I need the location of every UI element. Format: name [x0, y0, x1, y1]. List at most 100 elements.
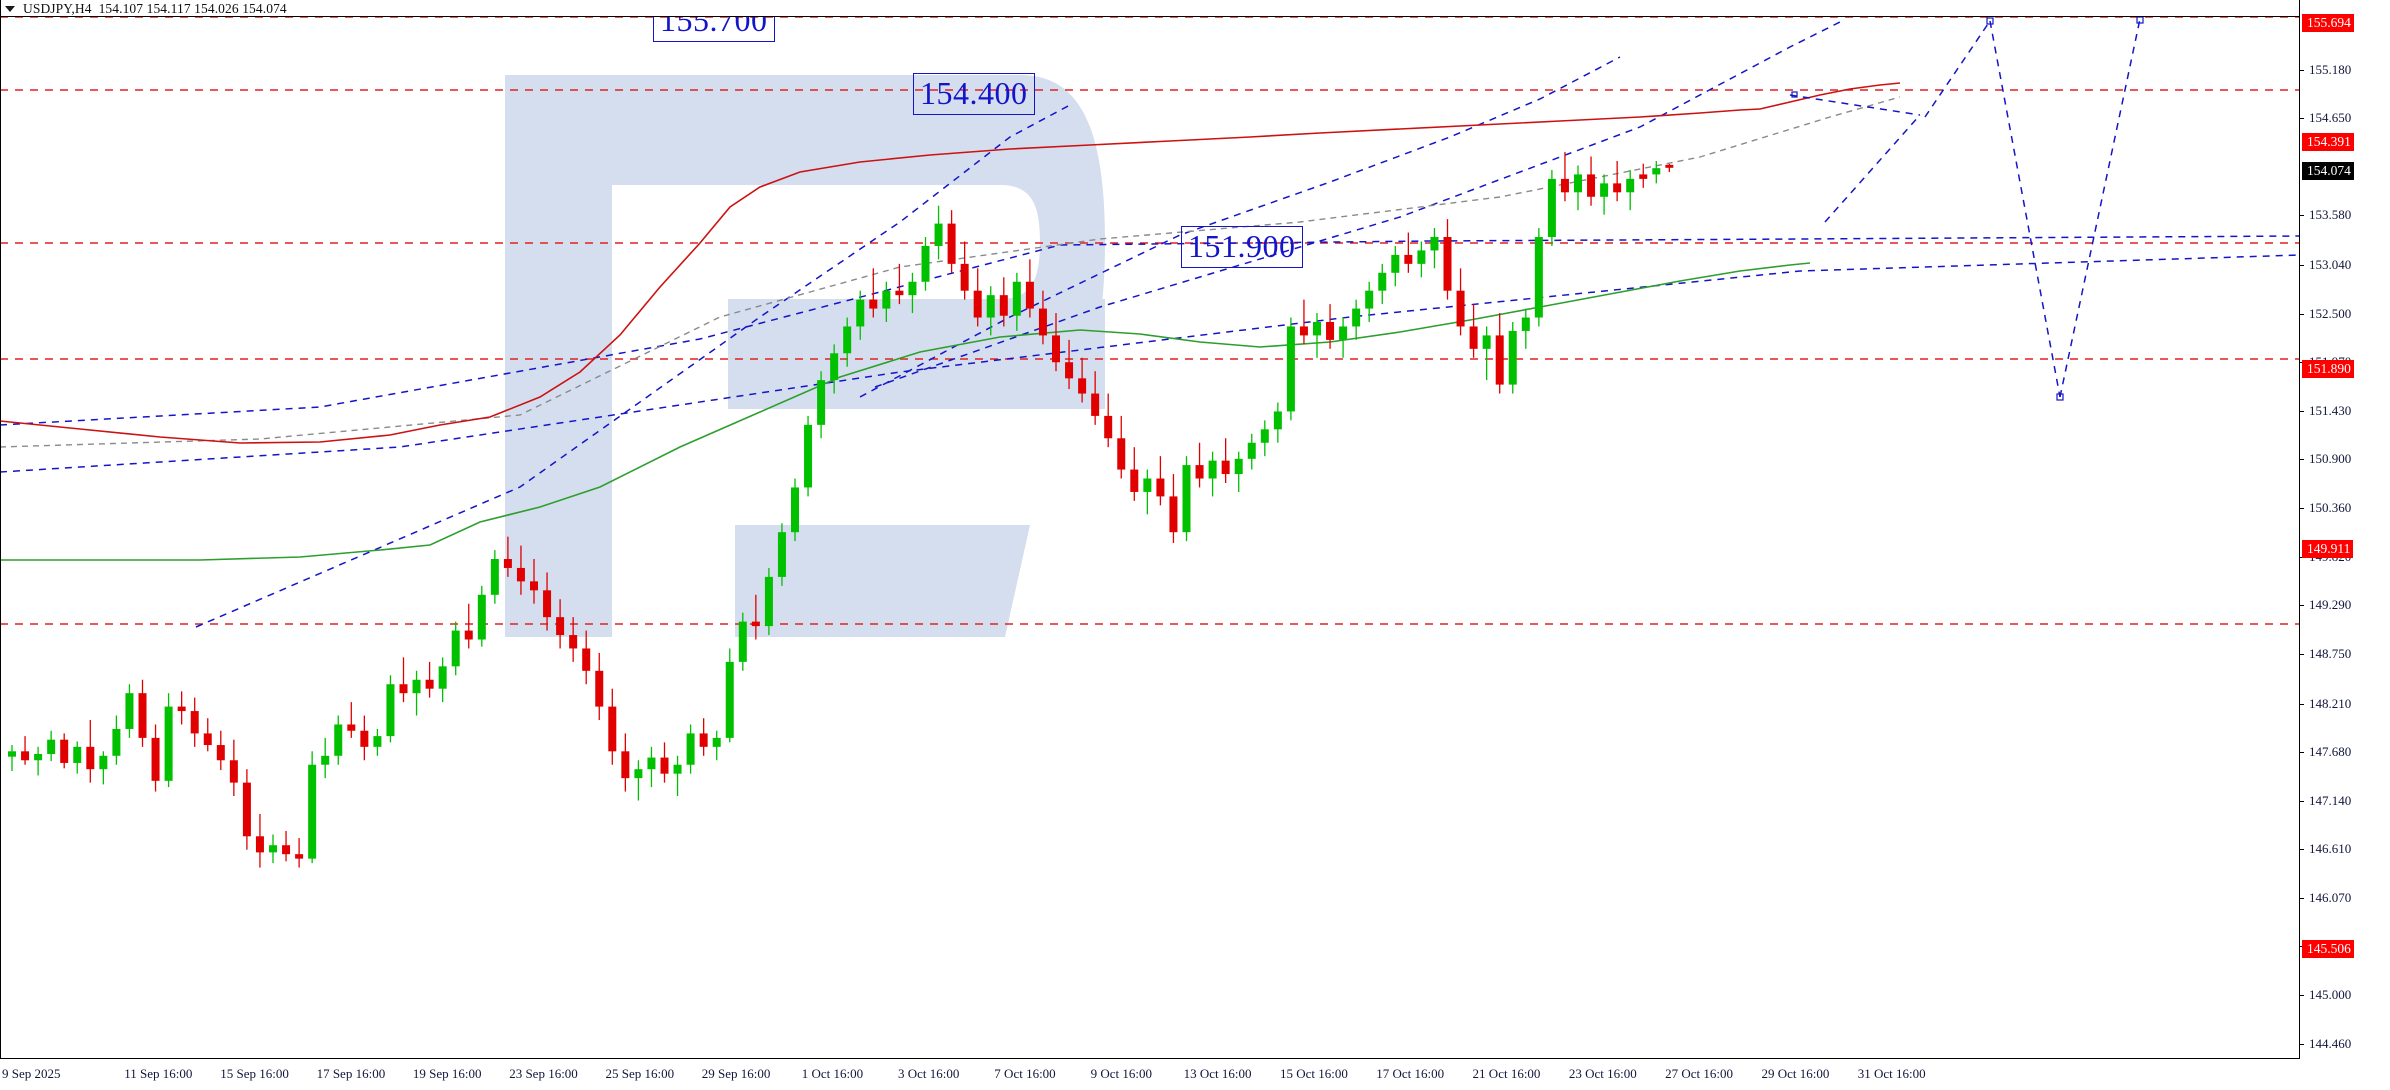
time-tick-label: 23 Sep 16:00 [509, 1066, 578, 1081]
candle-bullish [1273, 411, 1282, 430]
price-tick: 147.140 [2300, 793, 2351, 809]
candle-bullish [412, 679, 421, 694]
price-tag-red[interactable]: 145.506 [2302, 940, 2354, 959]
price-tick: 146.610 [2300, 841, 2351, 857]
chevron-down-icon[interactable] [5, 5, 15, 12]
candle-bearish [1117, 438, 1126, 470]
candle-bullish [1521, 317, 1530, 331]
forecast-leg-3 [2059, 18, 2141, 398]
price-tick-mark [2300, 118, 2304, 120]
trend-lower-channel [0, 254, 2300, 473]
candle-bearish [556, 617, 565, 636]
candle-bearish [1469, 326, 1478, 349]
candle-bearish [21, 751, 30, 761]
candle-bearish [464, 630, 473, 640]
price-tick-mark [2300, 1044, 2304, 1046]
candle-bullish [99, 755, 108, 770]
chart-canvas [0, 17, 2300, 868]
candle-bullish [1313, 321, 1321, 336]
candle-bullish [1365, 290, 1374, 309]
time-tick-label: 25 Sep 16:00 [605, 1066, 675, 1081]
price-tick-mark [2300, 215, 2304, 217]
candle-bearish [295, 854, 304, 859]
candle-bullish [269, 845, 277, 853]
candle-bearish [1587, 174, 1596, 197]
price-tick-mark [2300, 898, 2304, 900]
time-tick-label: 9 Oct 16:00 [1090, 1066, 1152, 1081]
candle-bullish [321, 755, 330, 765]
ohlc-values: 154.107 154.117 154.026 154.074 [98, 0, 287, 16]
forecast-node-bottom [2056, 393, 2064, 401]
price-tag-red[interactable]: 154.391 [2302, 132, 2354, 151]
candle-bearish [582, 648, 591, 671]
candle-bullish [8, 751, 16, 757]
price-tag-red[interactable]: 149.911 [2302, 539, 2354, 558]
symbol-info-bar[interactable]: USDJPY,H4 154.107 154.117 154.026 154.07… [0, 0, 2390, 17]
candle-bullish [830, 353, 839, 381]
ma-fast-projection [1759, 82, 1901, 110]
candle-bearish [177, 706, 186, 712]
price-tick: 144.460 [2300, 1036, 2351, 1052]
horizontal-level-lines [0, 17, 2300, 625]
time-tick-label: 13 Oct 16:00 [1183, 1066, 1252, 1081]
candle-bullish [804, 424, 813, 488]
candle-bearish [1104, 415, 1113, 439]
chart-plot-area[interactable]: 155.700 154.400 151.900 [0, 17, 2300, 1058]
candle-bullish [1143, 478, 1152, 492]
candle-bullish [908, 281, 917, 296]
candle-bearish [621, 751, 630, 779]
candle-bearish [60, 739, 69, 763]
candle-bearish [999, 295, 1008, 316]
callout-155-700[interactable]: 155.700 [653, 17, 775, 42]
candle-bullish [1391, 254, 1400, 273]
candle-bearish [1495, 335, 1504, 385]
candle-bullish [712, 737, 721, 747]
price-axis[interactable]: 155.180154.650153.580153.040152.500151.9… [2300, 0, 2390, 1090]
candle-bullish [334, 724, 343, 756]
price-tick-mark [2300, 313, 2304, 315]
candle-bearish [282, 845, 291, 855]
candle-bullish [764, 576, 773, 627]
callout-154-400[interactable]: 154.400 [913, 73, 1035, 115]
price-tick-label: 148.750 [2309, 646, 2352, 662]
candle-bearish [1052, 335, 1060, 363]
candlestick-series [8, 152, 1674, 868]
time-tick-label: 15 Oct 16:00 [1279, 1066, 1348, 1081]
price-tick-label: 152.500 [2309, 305, 2352, 321]
price-tick-label: 148.210 [2309, 695, 2352, 711]
candle-bullish [1430, 237, 1439, 251]
candle-bearish [973, 290, 982, 318]
callout-151-900[interactable]: 151.900 [1181, 226, 1303, 268]
price-tag-red[interactable]: 151.890 [2302, 360, 2354, 379]
price-tick-label: 144.460 [2309, 1036, 2352, 1052]
ma-fast-path [0, 108, 1761, 444]
pennant-upper [1789, 94, 1921, 116]
candle-bearish [1156, 478, 1165, 497]
candle-bearish [1299, 326, 1308, 336]
candle-bearish [1221, 460, 1230, 475]
candle-bullish [1626, 178, 1635, 193]
candle-bearish [516, 567, 525, 582]
price-tick: 153.040 [2300, 257, 2351, 273]
trend-rising-steep [195, 104, 1071, 628]
candle-bullish [634, 769, 643, 779]
candle-bearish [1456, 290, 1465, 327]
time-tick-label: 23 Oct 16:00 [1568, 1066, 1637, 1081]
price-tick: 151.430 [2300, 403, 2351, 419]
price-tick-label: 150.360 [2309, 500, 2352, 516]
price-tag-black[interactable]: 154.074 [2302, 161, 2354, 180]
pennant-lower [1824, 114, 1921, 223]
price-tick-label: 150.900 [2309, 451, 2352, 467]
price-tick-label: 153.040 [2309, 256, 2352, 272]
candle-bearish [190, 711, 199, 734]
price-tag-red[interactable]: 155.694 [2302, 14, 2354, 33]
pennant-pattern [1789, 94, 1921, 223]
price-tick: 148.750 [2300, 646, 2351, 662]
candle-bullish [1012, 281, 1021, 316]
candle-bearish [347, 724, 356, 731]
price-tick-label: 147.680 [2309, 743, 2352, 759]
time-tick-label: 19 Sep 16:00 [412, 1066, 482, 1081]
time-axis[interactable]: 9 Sep 2025 11 Sep 16:00 15 Sep 16:00 17 Sep… [0, 1059, 2300, 1090]
candle-bullish [1286, 326, 1295, 412]
pennant-node [1791, 91, 1798, 98]
